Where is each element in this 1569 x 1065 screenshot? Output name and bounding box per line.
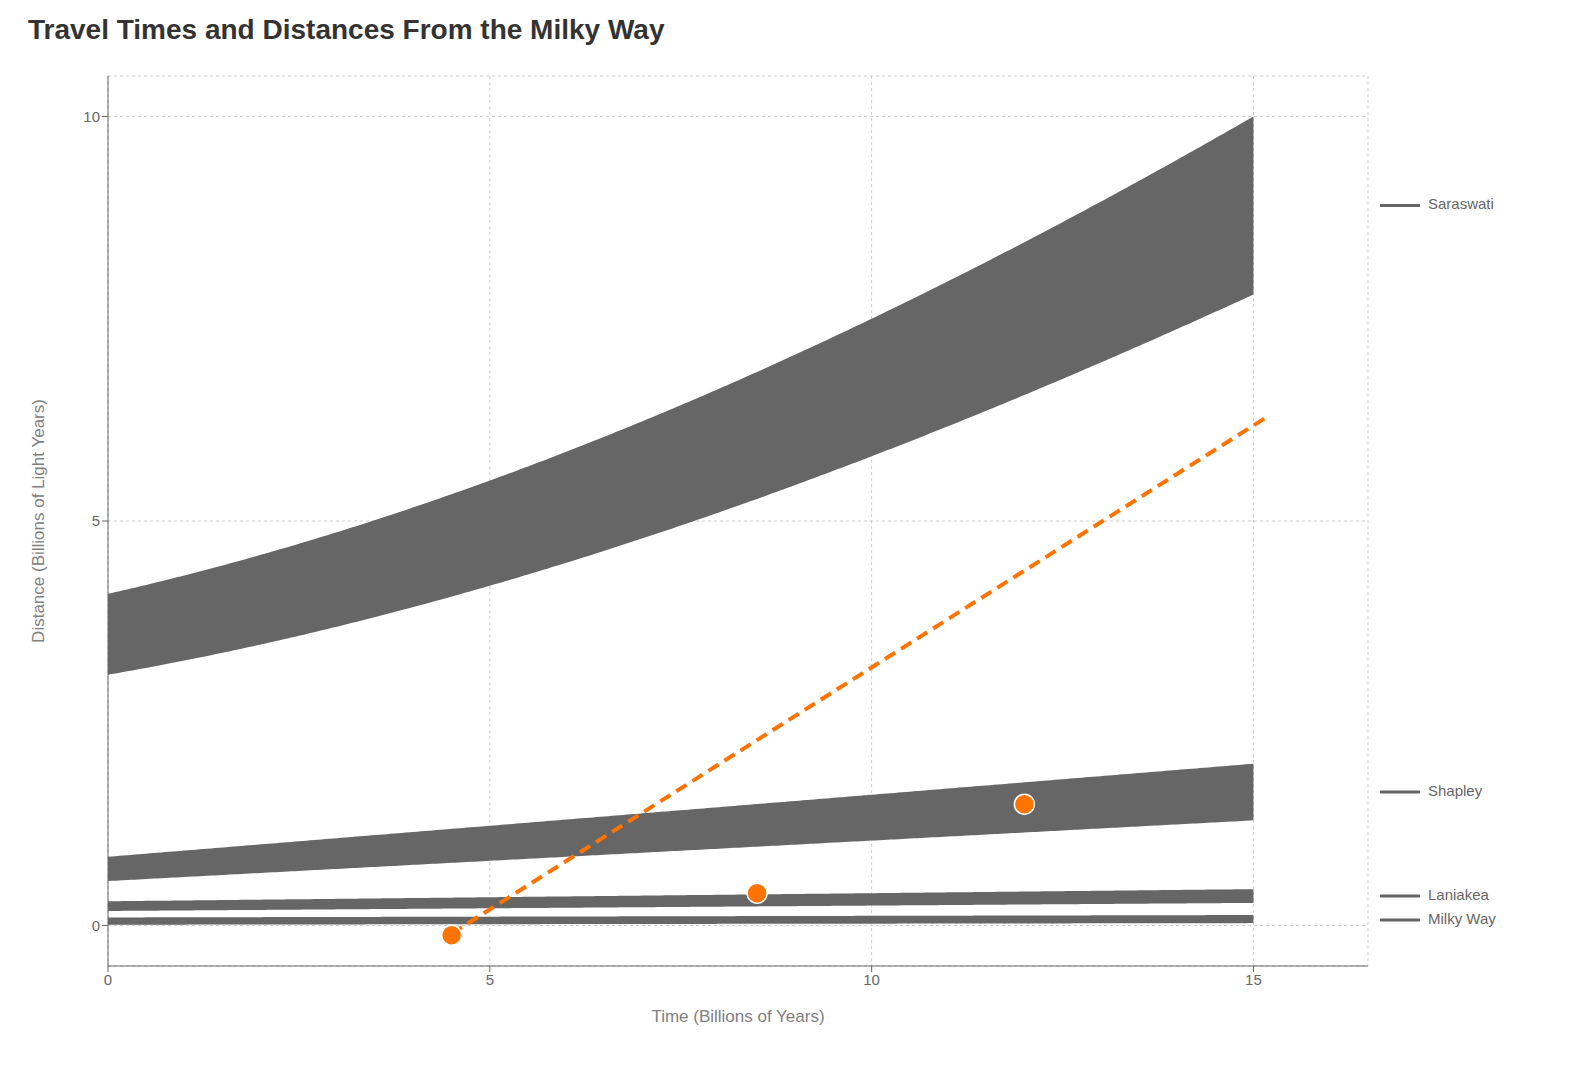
html-text:Travel Times and Distances Fro: Travel Times and Distances From the Milk… [28,14,665,45]
svg-text:Time (Billions of Years): Time (Billions of Years) [651,1007,824,1026]
svg-text:Milky Way: Milky Way [1428,910,1496,927]
svg-text:5: 5 [486,971,494,988]
svg-text:0: 0 [104,971,112,988]
svg-text:Laniakea: Laniakea [1428,886,1490,903]
svg-text:15: 15 [1245,971,1262,988]
svg-text:Shapley: Shapley [1428,782,1483,799]
svg-text:Distance (Billions of Light Ye: Distance (Billions of Light Years) [29,399,48,643]
svg-text:5: 5 [92,512,100,529]
svg-text:10: 10 [83,108,100,125]
svg-text:0: 0 [92,917,100,934]
svg-text:10: 10 [863,971,880,988]
svg-text:Saraswati: Saraswati [1428,195,1494,212]
